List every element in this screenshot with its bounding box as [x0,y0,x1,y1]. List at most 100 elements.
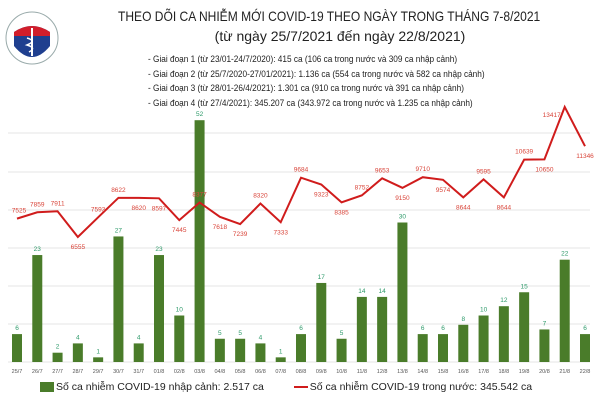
line-data-label: 8752 [355,184,370,191]
x-tick-label: 30/7 [113,369,124,375]
bar [12,334,22,362]
bar [133,343,144,362]
bar-data-label: 1 [96,348,100,355]
bar [438,334,448,362]
line-data-label: 6555 [71,244,86,251]
x-tick-label: 13/8 [397,369,408,375]
bar-data-label: 10 [176,307,184,314]
bar-data-label: 27 [115,227,123,234]
bar-data-label: 5 [238,330,242,337]
legend-item-domestic: Số ca nhiễm COVID-19 trong nước: 345.542… [293,381,532,394]
chart-title: THEO DÕI CA NHIỄM MỚI COVID-19 THEO NGÀY… [118,8,541,24]
bar [458,324,469,362]
bar-data-label: 23 [155,246,163,253]
x-tick-label: 29/7 [93,369,104,375]
x-tick-label: 08/8 [296,369,307,375]
bar [397,222,408,362]
bar [296,334,306,362]
bar [580,334,590,362]
x-tick-label: 11/8 [357,369,367,375]
line-data-label: 9323 [314,192,329,199]
bar-data-label: 4 [76,334,80,341]
chart-subtitle: (từ ngày 25/7/2021 đến ngày 22/8/2021) [214,28,466,44]
bar [214,338,225,362]
line-data-label: 7859 [30,201,45,208]
phase-note: - Giai đoạn 4 (từ 27/4/2021): 345.207 ca… [148,96,473,108]
bar [417,334,428,362]
bar [336,338,347,362]
line-data-label: 13417 [543,112,561,119]
bar-data-label: 6 [441,325,445,332]
bar-data-label: 8 [461,316,465,323]
bar [194,120,205,362]
x-tick-label: 28/7 [72,369,83,375]
phase-note: - Giai đoạn 1 (từ 23/01-24/7/2020): 415 … [148,53,458,64]
x-tick-label: 15/8 [438,369,449,375]
line-data-label: 7239 [233,231,248,238]
line-data-label: 7445 [172,227,187,234]
line-data-label: 8620 [131,205,146,212]
x-tick-label: 16/8 [458,369,469,375]
line-data-label: 10639 [515,149,533,156]
bar [539,329,550,362]
bar-data-label: 6 [583,325,587,332]
line-data-label: 9684 [294,167,309,174]
bar [72,343,83,362]
bar [174,315,185,362]
line-data-label: 10650 [535,166,553,173]
bar-data-label: 2 [56,344,60,351]
bar-data-label: 22 [561,251,569,258]
bar [478,315,489,362]
ministry-of-health-logo [4,10,60,71]
x-tick-label: 10/8 [336,369,347,375]
line-data-label: 11346 [576,153,594,160]
bar [113,236,124,362]
bar [498,306,509,362]
x-tick-label: 09/8 [316,369,327,375]
bar-data-label: 5 [340,330,344,337]
x-tick-label: 26/7 [32,369,43,375]
x-tick-label: 14/8 [417,369,428,375]
bar [154,255,164,362]
bar [316,282,327,362]
line-data-label: 7618 [213,224,228,231]
line-data-label: 7525 [12,208,27,215]
bar-data-label: 7 [543,320,547,327]
line-data-label: 8644 [456,204,471,211]
bar [519,292,530,362]
line-data-label: 8597 [152,205,167,212]
bar-data-label: 4 [259,334,263,341]
legend: Số ca nhiễm COVID-19 nhập cảnh: 2.517 ca… [40,381,600,394]
x-tick-label: 01/8 [154,369,165,375]
x-tick-label: 06/8 [255,369,266,375]
phase-notes: - Giai đoạn 1 (từ 23/01-24/7/2020): 415 … [148,52,485,110]
bar-data-label: 1 [279,348,283,355]
bar-data-label: 23 [34,246,42,253]
bar [559,259,570,362]
bar [377,296,388,362]
x-tick-label: 12/8 [377,369,388,375]
line-data-label: 8644 [497,204,512,211]
bar-data-label: 15 [521,283,529,290]
line-data-label: 9574 [436,187,451,194]
x-tick-label: 31/7 [133,369,144,375]
x-tick-label: 27/7 [52,369,63,375]
bar [235,338,246,362]
bar-data-label: 30 [399,214,407,221]
bar [52,352,63,362]
x-tick-label: 07/8 [275,369,286,375]
bar-data-label: 6 [15,325,19,332]
bar-data-label: 52 [196,111,204,118]
line-data-label: 9710 [415,166,430,173]
bar [32,255,43,362]
x-tick-label: 03/8 [194,369,205,375]
bar-data-label: 10 [480,307,488,314]
x-tick-label: 20/8 [539,369,550,375]
bar [255,343,266,362]
x-tick-label: 05/8 [235,369,246,375]
bar-data-label: 6 [299,325,303,332]
x-tick-label: 04/8 [214,369,225,375]
x-tick-label: 22/8 [580,369,591,375]
x-tick-label: 19/8 [519,369,530,375]
